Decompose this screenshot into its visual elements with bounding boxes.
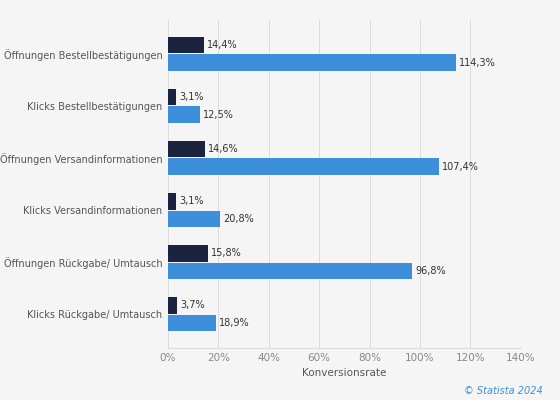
Text: 14,6%: 14,6% [208, 144, 239, 154]
Text: 3,7%: 3,7% [180, 300, 205, 310]
Bar [168, 158, 438, 175]
X-axis label: Konversionsrate: Konversionsrate [302, 368, 386, 378]
Bar [168, 106, 199, 123]
Bar [168, 37, 204, 53]
Bar [168, 315, 216, 331]
Text: 3,1%: 3,1% [179, 196, 203, 206]
Bar [168, 210, 221, 227]
Bar [168, 263, 412, 279]
Bar [168, 193, 176, 210]
Text: 96,8%: 96,8% [415, 266, 446, 276]
Text: 14,4%: 14,4% [207, 40, 238, 50]
Bar [168, 297, 178, 314]
Bar [168, 245, 208, 262]
Text: 107,4%: 107,4% [442, 162, 479, 172]
Text: 18,9%: 18,9% [218, 318, 249, 328]
Text: 20,8%: 20,8% [223, 214, 254, 224]
Text: 12,5%: 12,5% [203, 110, 234, 120]
Bar [168, 89, 176, 105]
Text: 15,8%: 15,8% [211, 248, 241, 258]
Bar [168, 141, 205, 158]
Text: 3,1%: 3,1% [179, 92, 203, 102]
Bar [168, 54, 456, 71]
Text: © Statista 2024: © Statista 2024 [464, 386, 543, 396]
Text: 114,3%: 114,3% [459, 58, 496, 68]
